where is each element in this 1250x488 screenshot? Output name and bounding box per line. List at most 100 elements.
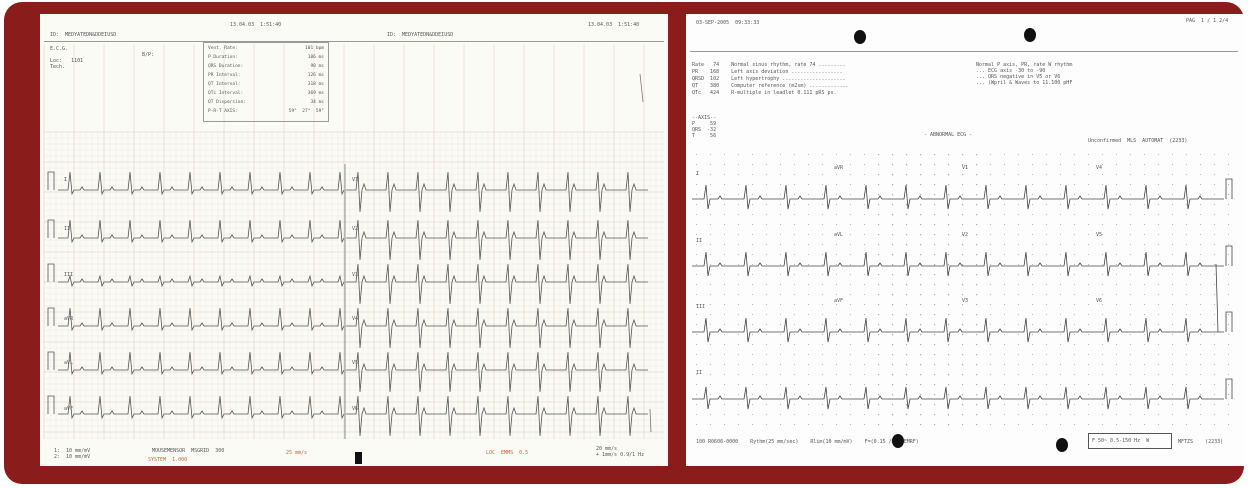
- grid-dot: [934, 354, 936, 356]
- grid-dot: [794, 274, 795, 275]
- grid-dot: [948, 164, 950, 166]
- grid-dot: [1088, 394, 1089, 395]
- grid-dot: [920, 254, 922, 256]
- ecg-trace: [58, 171, 345, 196]
- grid-dot: [1172, 194, 1173, 195]
- grid-dot: [738, 184, 739, 185]
- grid-dot: [1102, 234, 1103, 235]
- grid-dot: [1158, 194, 1159, 195]
- grid-dot: [920, 344, 922, 346]
- grid-dot: [1032, 294, 1033, 295]
- grid-dot: [710, 274, 711, 275]
- grid-dot: [948, 334, 950, 336]
- grid-dot: [808, 234, 809, 235]
- lead-label: V6: [352, 406, 359, 412]
- grid-dot: [822, 424, 823, 425]
- grid-dot: [1074, 364, 1075, 365]
- grid-dot: [836, 154, 837, 155]
- grid-dot: [1074, 184, 1075, 185]
- grid-dot: [1228, 244, 1229, 245]
- grid-dot: [710, 234, 711, 235]
- grid-dot: [1116, 174, 1117, 175]
- lead-label: I: [696, 171, 700, 177]
- grid-dot: [864, 344, 865, 345]
- grid-dot: [822, 274, 823, 275]
- grid-dot: [1172, 324, 1173, 325]
- grid-dot: [976, 184, 978, 186]
- grid-dot: [808, 354, 809, 355]
- grid-dot: [794, 374, 795, 375]
- grid-dot: [878, 404, 880, 406]
- left-ecg-printout: ID: MEDYATEDN&DDEIUSD ID: MEDYATEDN&DDEI…: [40, 14, 668, 466]
- grid-dot: [1214, 214, 1215, 215]
- grid-dot: [962, 394, 964, 396]
- grid-dot: [962, 404, 964, 406]
- grid-dot: [1214, 424, 1215, 425]
- grid-dot: [1158, 414, 1159, 415]
- grid-dot: [920, 214, 922, 216]
- grid-dot: [962, 354, 964, 356]
- grid-dot: [794, 214, 795, 215]
- grid-dot: [906, 204, 908, 206]
- grid-dot: [850, 394, 851, 395]
- grid-dot: [1200, 174, 1201, 175]
- grid-dot: [906, 354, 908, 356]
- grid-dot: [1200, 294, 1201, 295]
- grid-dot: [948, 414, 950, 416]
- grid-dot: [976, 284, 978, 286]
- grid-dot: [920, 314, 922, 316]
- grid-dot: [1130, 194, 1131, 195]
- grid-dot: [794, 354, 795, 355]
- grid-dot: [878, 384, 880, 386]
- grid-dot: [1046, 264, 1047, 265]
- grid-dot: [724, 244, 725, 245]
- left-header-id-2: ID: MEDYATEDN&DDEIUSD: [387, 32, 454, 38]
- calibration-pulse: [47, 351, 55, 370]
- grid-dot: [962, 374, 964, 376]
- grid-dot: [794, 164, 795, 165]
- grid-dot: [738, 174, 739, 175]
- grid-dot: [1004, 344, 1005, 345]
- grid-dot: [836, 174, 837, 175]
- grid-dot: [766, 164, 767, 165]
- grid-dot: [1144, 184, 1145, 185]
- grid-dot: [1228, 234, 1229, 235]
- grid-dot: [1004, 404, 1005, 405]
- grid-dot: [934, 424, 936, 426]
- grid-dot: [794, 294, 795, 295]
- grid-dot: [878, 174, 880, 176]
- grid-dot: [696, 284, 697, 285]
- grid-dot: [1116, 304, 1117, 305]
- grid-dot: [1228, 264, 1229, 265]
- grid-dot: [1004, 424, 1005, 425]
- grid-dot: [1228, 424, 1229, 425]
- grid-dot: [1032, 224, 1033, 225]
- grid-dot: [934, 394, 936, 396]
- grid-dot: [710, 324, 711, 325]
- grid-dot: [850, 174, 851, 175]
- grid-dot: [1102, 374, 1103, 375]
- grid-dot: [1158, 314, 1159, 315]
- grid-dot: [752, 404, 753, 405]
- grid-dot: [1200, 254, 1201, 255]
- grid-dot: [780, 314, 781, 315]
- grid-dot: [710, 194, 711, 195]
- grid-dot: [724, 354, 725, 355]
- grid-dot: [934, 184, 936, 186]
- grid-dot: [1200, 274, 1201, 275]
- grid-dot: [864, 244, 865, 245]
- grid-dot: [696, 384, 697, 385]
- grid-dot: [1032, 364, 1033, 365]
- grid-dot: [752, 184, 753, 185]
- grid-dot: [710, 414, 711, 415]
- grid-dot: [976, 234, 978, 236]
- grid-dot: [1060, 414, 1061, 415]
- grid-dot: [1046, 164, 1047, 165]
- grid-dot: [920, 244, 922, 246]
- grid-dot: [1130, 214, 1131, 215]
- grid-dot: [1032, 154, 1033, 155]
- grid-dot: [934, 234, 936, 236]
- grid-dot: [1004, 374, 1005, 375]
- measurement-row: QRS Duration: 90 ms: [208, 64, 324, 69]
- grid-dot: [962, 364, 964, 366]
